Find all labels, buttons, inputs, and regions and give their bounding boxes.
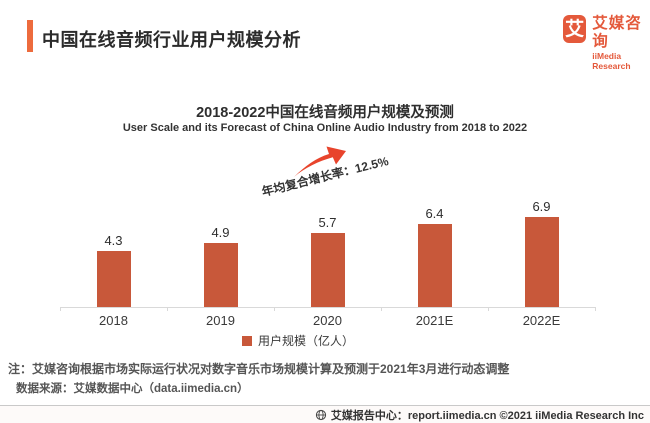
legend-swatch [241,335,252,346]
data-source-note: 数据来源：艾媒数据中心（data.iimedia.cn） [16,383,249,395]
bar-slot-2022E: 6.9 [488,195,595,307]
legend-label: 用户规模（亿人） [257,334,354,348]
growth-arrow-path [294,146,346,177]
legend: 用户规模（亿人） [0,332,596,349]
bar-slot-2021E: 6.4 [381,195,488,307]
axis-tick [595,307,596,311]
bar-2022E [524,217,559,307]
bar-slot-2020: 5.7 [274,195,381,307]
category-label-2021E: 2021E [415,313,454,328]
chart-note: 注：艾媒咨询根据市场实际运行状况对数字音乐市场规模计算及预测于2021年3月进行… [8,362,510,376]
bar-slot-2019: 4.9 [167,195,274,307]
bar-value-label: 6.4 [425,206,444,221]
growth-arrow-icon [294,146,346,177]
axis-tick [488,307,489,311]
bar-value-label: 4.3 [104,233,123,248]
globe-icon [315,409,326,420]
bar-2019 [203,243,238,307]
iimedia-logo: 艾 艾媒咨询 iiMedia Research [563,15,650,71]
footer-bar: 艾媒报告中心：report.iimedia.cn ©2021 iiMedia R… [0,405,650,423]
logo-text: 艾媒咨询 iiMedia Research [592,15,650,71]
bar-value-label: 5.7 [318,215,337,230]
category-label-2022E: 2022E [522,313,561,328]
bar-value-label: 6.9 [532,199,551,214]
page-title: 中国在线音频行业用户规模分析 [42,30,301,50]
x-axis-line [60,307,595,308]
bar-value-label: 4.9 [211,225,230,240]
bar-2020 [310,233,345,307]
logo-brand-en: iiMedia Research [592,50,631,71]
chart-title: 2018-2022中国在线音频用户规模及预测 [196,105,454,121]
bar-2021E [417,224,452,307]
title-accent-bar [27,20,33,52]
bar-plot-area: 4.3 4.9 5.7 6.4 6.9 [60,195,595,307]
category-label-2018: 2018 [99,313,128,328]
chart-subtitle: User Scale and its Forecast of China Onl… [122,122,528,134]
iimedia-logo-icon: 艾 [563,15,587,43]
axis-tick [274,307,275,311]
axis-tick [60,307,61,311]
logo-brand-cn: 艾媒咨询 [592,15,642,50]
bar-2018 [96,251,131,307]
x-axis-ticks [60,307,596,311]
bar-slot-2018: 4.3 [60,195,167,307]
category-label-2020: 2020 [313,313,342,328]
axis-tick [167,307,168,311]
footer-text: 艾媒报告中心：report.iimedia.cn ©2021 iiMedia R… [330,409,644,422]
x-axis-labels: 2018 2019 2020 2021E 2022E [60,313,595,328]
category-label-2019: 2019 [206,313,235,328]
axis-tick [381,307,382,311]
